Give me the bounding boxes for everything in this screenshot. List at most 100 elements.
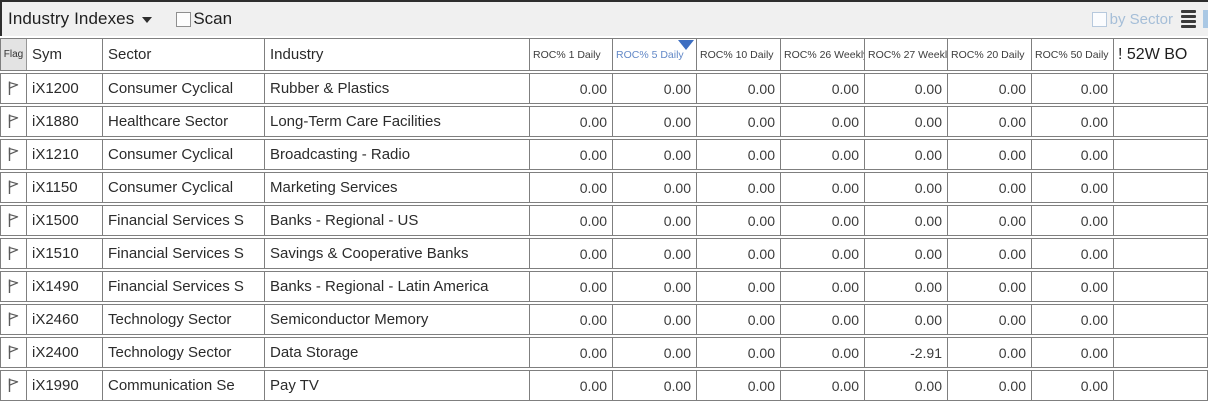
roc-value-cell[interactable]: 0.00 [1032, 272, 1114, 301]
roc-value-cell[interactable]: 0.00 [781, 74, 865, 103]
roc-value-cell[interactable]: 0.00 [697, 74, 781, 103]
sym-cell[interactable]: iX2460 [27, 305, 103, 334]
roc-value-cell[interactable]: 0.00 [530, 371, 613, 400]
sector-cell[interactable]: Technology Sector [103, 305, 265, 334]
industry-cell[interactable]: Broadcasting - Radio [265, 140, 530, 169]
roc-value-cell[interactable]: 0.00 [781, 107, 865, 136]
roc-value-cell[interactable]: 0.00 [948, 74, 1032, 103]
breakout-cell[interactable] [1114, 371, 1207, 400]
scan-toggle[interactable]: Scan [176, 9, 232, 29]
flag-cell[interactable] [1, 371, 27, 400]
table-row[interactable]: iX1500 Financial Services S Banks - Regi… [0, 205, 1208, 236]
roc-value-cell[interactable]: 0.00 [613, 140, 697, 169]
roc-value-cell[interactable]: 0.00 [865, 272, 948, 301]
roc-value-cell[interactable]: 0.00 [530, 173, 613, 202]
industry-cell[interactable]: Long-Term Care Facilities [265, 107, 530, 136]
column-header-roc27w[interactable]: ROC% 27 Weekly [865, 39, 948, 70]
roc-value-cell[interactable]: 0.00 [781, 173, 865, 202]
menu-icon[interactable] [1181, 10, 1196, 28]
roc-value-cell[interactable]: 0.00 [613, 74, 697, 103]
sym-cell[interactable]: iX1990 [27, 371, 103, 400]
roc-value-cell[interactable]: 0.00 [697, 206, 781, 235]
roc-value-cell[interactable]: 0.00 [1032, 107, 1114, 136]
flag-cell[interactable] [1, 107, 27, 136]
sym-cell[interactable]: iX1510 [27, 239, 103, 268]
sym-cell[interactable]: iX1500 [27, 206, 103, 235]
flag-cell[interactable] [1, 338, 27, 367]
roc-value-cell[interactable]: 0.00 [530, 239, 613, 268]
industry-cell[interactable]: Banks - Regional - Latin America [265, 272, 530, 301]
breakout-cell[interactable] [1114, 173, 1207, 202]
table-row[interactable]: iX1150 Consumer Cyclical Marketing Servi… [0, 172, 1208, 203]
roc-value-cell[interactable]: 0.00 [948, 107, 1032, 136]
column-header-sym[interactable]: Sym [27, 39, 103, 70]
industry-cell[interactable]: Banks - Regional - US [265, 206, 530, 235]
roc-value-cell[interactable]: 0.00 [1032, 206, 1114, 235]
roc-value-cell[interactable]: 0.00 [697, 371, 781, 400]
sector-cell[interactable]: Communication Se [103, 371, 265, 400]
roc-value-cell[interactable]: 0.00 [1032, 371, 1114, 400]
sector-cell[interactable]: Technology Sector [103, 338, 265, 367]
roc-value-cell[interactable]: 0.00 [948, 239, 1032, 268]
roc-value-cell[interactable]: 0.00 [697, 239, 781, 268]
table-row[interactable]: iX1990 Communication Se Pay TV 0.00 0.00… [0, 370, 1208, 401]
roc-value-cell[interactable]: 0.00 [781, 206, 865, 235]
roc-value-cell[interactable]: 0.00 [530, 305, 613, 334]
flag-cell[interactable] [1, 305, 27, 334]
sector-cell[interactable]: Consumer Cyclical [103, 173, 265, 202]
roc-value-cell[interactable]: 0.00 [530, 107, 613, 136]
roc-value-cell[interactable]: 0.00 [865, 239, 948, 268]
sector-cell[interactable]: Financial Services S [103, 206, 265, 235]
industry-cell[interactable]: Marketing Services [265, 173, 530, 202]
table-row[interactable]: iX2460 Technology Sector Semiconductor M… [0, 304, 1208, 335]
table-row[interactable]: iX1880 Healthcare Sector Long-Term Care … [0, 106, 1208, 137]
roc-value-cell[interactable]: 0.00 [781, 305, 865, 334]
column-header-roc10[interactable]: ROC% 10 Daily [697, 39, 781, 70]
roc-value-cell[interactable]: 0.00 [948, 206, 1032, 235]
roc-value-cell[interactable]: 0.00 [613, 305, 697, 334]
roc-value-cell[interactable]: 0.00 [781, 338, 865, 367]
roc-value-cell[interactable]: 0.00 [948, 305, 1032, 334]
industry-cell[interactable]: Rubber & Plastics [265, 74, 530, 103]
roc-value-cell[interactable]: 0.00 [1032, 239, 1114, 268]
roc-value-cell[interactable]: 0.00 [948, 140, 1032, 169]
roc-value-cell[interactable]: 0.00 [781, 239, 865, 268]
roc-value-cell[interactable]: 0.00 [948, 272, 1032, 301]
roc-value-cell[interactable]: 0.00 [948, 371, 1032, 400]
flag-cell[interactable] [1, 173, 27, 202]
column-header-roc5-sorted[interactable]: ROC% 5 Daily [613, 39, 697, 70]
roc-value-cell[interactable]: 0.00 [613, 239, 697, 268]
sym-cell[interactable]: iX1490 [27, 272, 103, 301]
industry-cell[interactable]: Savings & Cooperative Banks [265, 239, 530, 268]
industry-cell[interactable]: Semiconductor Memory [265, 305, 530, 334]
breakout-cell[interactable] [1114, 239, 1207, 268]
roc-value-cell[interactable]: 0.00 [1032, 74, 1114, 103]
roc-value-cell[interactable]: 0.00 [697, 173, 781, 202]
watchlist-selector[interactable]: Industry Indexes [8, 9, 153, 29]
roc-value-cell[interactable]: 0.00 [865, 140, 948, 169]
column-header-sector[interactable]: Sector [103, 39, 265, 70]
roc-value-cell[interactable]: 0.00 [530, 206, 613, 235]
sector-cell[interactable]: Healthcare Sector [103, 107, 265, 136]
breakout-cell[interactable] [1114, 206, 1207, 235]
roc-value-cell[interactable]: 0.00 [697, 140, 781, 169]
table-row[interactable]: iX1510 Financial Services S Savings & Co… [0, 238, 1208, 269]
roc-value-cell[interactable]: 0.00 [697, 338, 781, 367]
roc-value-cell[interactable]: 0.00 [1032, 173, 1114, 202]
column-header-flag[interactable]: Flag [1, 39, 27, 70]
roc-value-cell[interactable]: 0.00 [613, 206, 697, 235]
roc-value-cell[interactable]: 0.00 [781, 371, 865, 400]
breakout-cell[interactable] [1114, 338, 1207, 367]
sym-cell[interactable]: iX1880 [27, 107, 103, 136]
roc-value-cell[interactable]: 0.00 [948, 173, 1032, 202]
roc-value-cell[interactable]: 0.00 [530, 140, 613, 169]
column-header-roc50[interactable]: ROC% 50 Daily [1032, 39, 1114, 70]
breakout-cell[interactable] [1114, 107, 1207, 136]
roc-value-cell[interactable]: 0.00 [530, 74, 613, 103]
flag-cell[interactable] [1, 272, 27, 301]
roc-value-cell[interactable]: 0.00 [613, 338, 697, 367]
roc-value-cell[interactable]: 0.00 [781, 272, 865, 301]
sym-cell[interactable]: iX1210 [27, 140, 103, 169]
roc-value-cell[interactable]: 0.00 [530, 272, 613, 301]
flag-cell[interactable] [1, 206, 27, 235]
